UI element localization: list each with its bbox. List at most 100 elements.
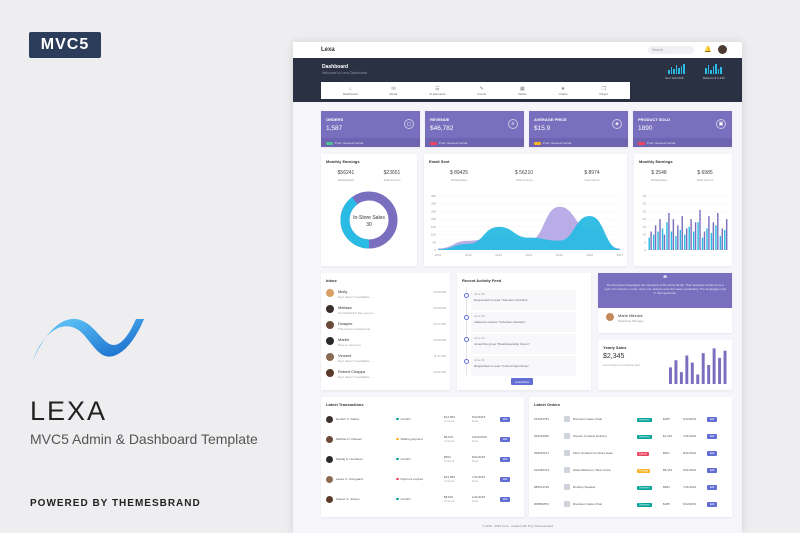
edit-button[interactable]: Edit xyxy=(500,416,511,422)
stat-label: AVERAGE PRICE xyxy=(534,117,567,122)
edit-button[interactable]: Edit xyxy=(500,476,511,482)
date-label: Date xyxy=(472,479,479,483)
bar xyxy=(668,212,670,250)
inbox-item[interactable]: Martin Nice to meet you 12:20 PM xyxy=(326,336,446,349)
status-badge: Confirm xyxy=(396,497,444,501)
x-tick-label: 2013 xyxy=(495,253,502,257)
y-tick-label: 30 xyxy=(643,202,647,206)
kv-stat: $56241 Marketplace xyxy=(337,170,355,182)
tab-forms[interactable]: ✎ Forms xyxy=(477,86,486,96)
y-tick-label: 5 xyxy=(644,240,646,244)
order-id: #52140300 xyxy=(534,434,550,438)
quote-role: Marketing Manager xyxy=(618,319,644,323)
amount-label: Amount xyxy=(444,479,455,483)
order-price: $657 xyxy=(663,451,670,455)
monthly-earnings-card: Monthly Earnings $56241 Marketplace $2365… xyxy=(321,154,417,266)
status-badge: Confirm xyxy=(396,417,444,421)
layers-icon: ≡ xyxy=(508,119,518,129)
inbox-item[interactable]: Robert Chappa Hey! there I'm available...… xyxy=(326,368,446,381)
latest-orders-card: Latest Orders #12354781 Riverston Glass C… xyxy=(529,397,732,517)
bar xyxy=(719,236,722,250)
card-title: Inbox xyxy=(326,278,337,283)
edit-button[interactable]: Edit xyxy=(707,501,718,507)
search-input[interactable]: Search... xyxy=(648,46,694,54)
tab-ui-elements[interactable]: ☰ UI Elements xyxy=(429,86,445,96)
edit-button[interactable]: Edit xyxy=(707,433,718,439)
mini-stat-label: Balance $ 2,100 xyxy=(703,76,725,80)
stat-card-product-sold: PRODUCT SOLD 1890 ▣ From previous period xyxy=(633,111,732,147)
date-cell: 7/11/2016 Date xyxy=(472,475,500,483)
table-row: #85214796 Rooftop Speaker Delivered $584 7/1… xyxy=(534,480,727,494)
edit-button[interactable]: Edit xyxy=(707,467,718,473)
footer: © 2018 - 2019 Lexa - Crafted with ♥ by T… xyxy=(482,524,553,528)
quote-icon: ❝ xyxy=(662,274,668,283)
order-price: $185 xyxy=(663,417,670,421)
y-tick-label: 0 xyxy=(434,248,436,252)
bar xyxy=(679,372,683,384)
tab-label: Pages xyxy=(599,91,608,96)
tab-dashboard[interactable]: ⌂ Dashboard xyxy=(343,86,358,96)
date-label: Date xyxy=(472,439,479,443)
customer-name: Mathias N. Klausen xyxy=(336,437,363,441)
bell-icon[interactable]: 🔔 xyxy=(704,47,712,53)
amount-label: Amount xyxy=(444,439,455,443)
bar xyxy=(677,225,679,250)
tab-pages[interactable]: ❐ Pages xyxy=(599,86,608,96)
bar xyxy=(674,360,678,384)
order-date: 9/11/2016 xyxy=(683,468,697,472)
inbox-message: Hey! there I'm available... xyxy=(338,294,372,299)
stat-value: $15.9 xyxy=(534,125,551,132)
product-name: Tafco Gradient Furniture Ease xyxy=(573,451,614,455)
load-more-button[interactable]: Load More xyxy=(511,378,534,385)
y-tick-label: 50 xyxy=(433,240,437,244)
tab-charts[interactable]: ★ Charts xyxy=(559,86,568,96)
bar xyxy=(661,228,664,250)
y-tick-label: 150 xyxy=(431,225,436,229)
y-tick-label: 300 xyxy=(431,202,436,206)
edit-button[interactable]: Edit xyxy=(707,416,718,422)
edit-button[interactable]: Edit xyxy=(500,456,511,462)
amount-cell: $8,541 Amount xyxy=(444,435,472,443)
order-price: $8,451 xyxy=(663,468,673,472)
dashboard-screen: Lexa Search... 🔔 Dashboard Welcome to Le… xyxy=(293,42,742,533)
bar xyxy=(657,231,659,250)
edit-button[interactable]: Edit xyxy=(500,496,511,502)
date-cell: 1/11/2016 Date xyxy=(472,495,500,503)
avatar[interactable] xyxy=(718,45,727,54)
bar xyxy=(712,222,715,250)
edit-button[interactable]: Edit xyxy=(707,450,718,456)
tab-tables[interactable]: ▦ Tables xyxy=(518,86,527,96)
activity-feed-card: Recent Activity Feed June 25 Responded to… xyxy=(457,273,591,390)
avatar xyxy=(326,289,334,297)
y-tick-label: 350 xyxy=(431,194,436,198)
status-dot xyxy=(396,497,399,500)
bar xyxy=(652,234,655,250)
edit-button[interactable]: Edit xyxy=(707,484,718,490)
tab-email[interactable]: ✉ Email xyxy=(390,86,398,96)
inbox-item[interactable]: Dwayne This theme is awesome! 13:17 PM xyxy=(326,320,446,333)
version-badge: MVC5 xyxy=(29,32,101,58)
inbox-item[interactable]: Melissa I've finished it! See you so... 13… xyxy=(326,304,446,317)
mini-stat-label: Item Sold 500 xyxy=(665,76,684,80)
yearly-bar-chart xyxy=(669,348,727,384)
product-thumb xyxy=(564,450,570,456)
status-badge: Cancel xyxy=(637,451,649,456)
bar xyxy=(703,231,706,250)
tab-label: Email xyxy=(389,91,398,96)
tab-label: Forms xyxy=(477,91,486,96)
app-logo[interactable]: Lexa xyxy=(321,47,335,53)
tab-icon: ☰ xyxy=(435,85,440,92)
status-text: Waiting payment xyxy=(400,437,423,441)
card-title: Email Sent xyxy=(429,159,450,164)
bar xyxy=(706,228,708,250)
avatar xyxy=(326,455,333,463)
edit-button[interactable]: Edit xyxy=(500,436,511,442)
stat-card-average-price: AVERAGE PRICE $15.9 ◈ From previous peri… xyxy=(529,111,628,147)
bar xyxy=(679,229,682,250)
table-row: #12365474 Glass Bathroom Tank Curtai Pendi… xyxy=(534,463,727,477)
inbox-item[interactable]: Vincent Hey! there I'm available... 11:47 … xyxy=(326,352,446,365)
inbox-item[interactable]: Misty Hey! there I'm available... 13:40 PM xyxy=(326,288,446,301)
inbox-sender: Dwayne xyxy=(338,321,353,326)
bar xyxy=(650,231,652,250)
table-row: #96254137 Tafco Gradient Furniture Ease Ca… xyxy=(534,446,727,460)
